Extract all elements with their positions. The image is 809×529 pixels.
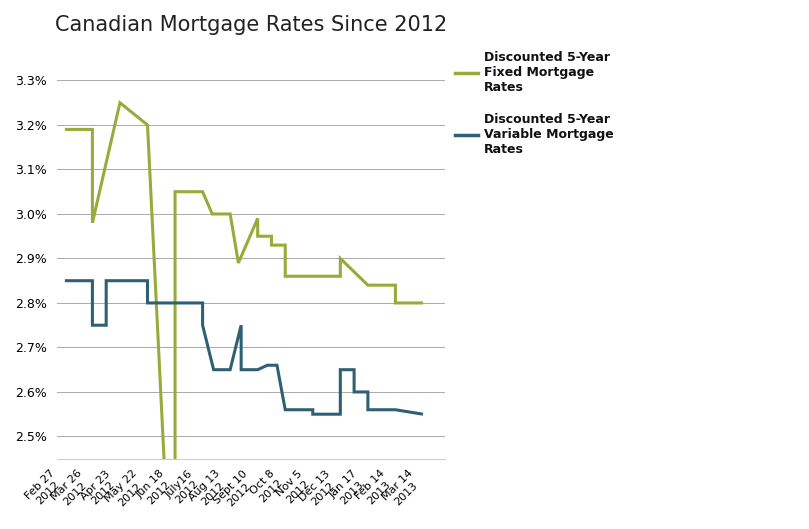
Title: Canadian Mortgage Rates Since 2012: Canadian Mortgage Rates Since 2012 <box>55 15 447 35</box>
Legend: Discounted 5-Year
Fixed Mortgage
Rates, Discounted 5-Year
Variable Mortgage
Rate: Discounted 5-Year Fixed Mortgage Rates, … <box>455 51 614 156</box>
